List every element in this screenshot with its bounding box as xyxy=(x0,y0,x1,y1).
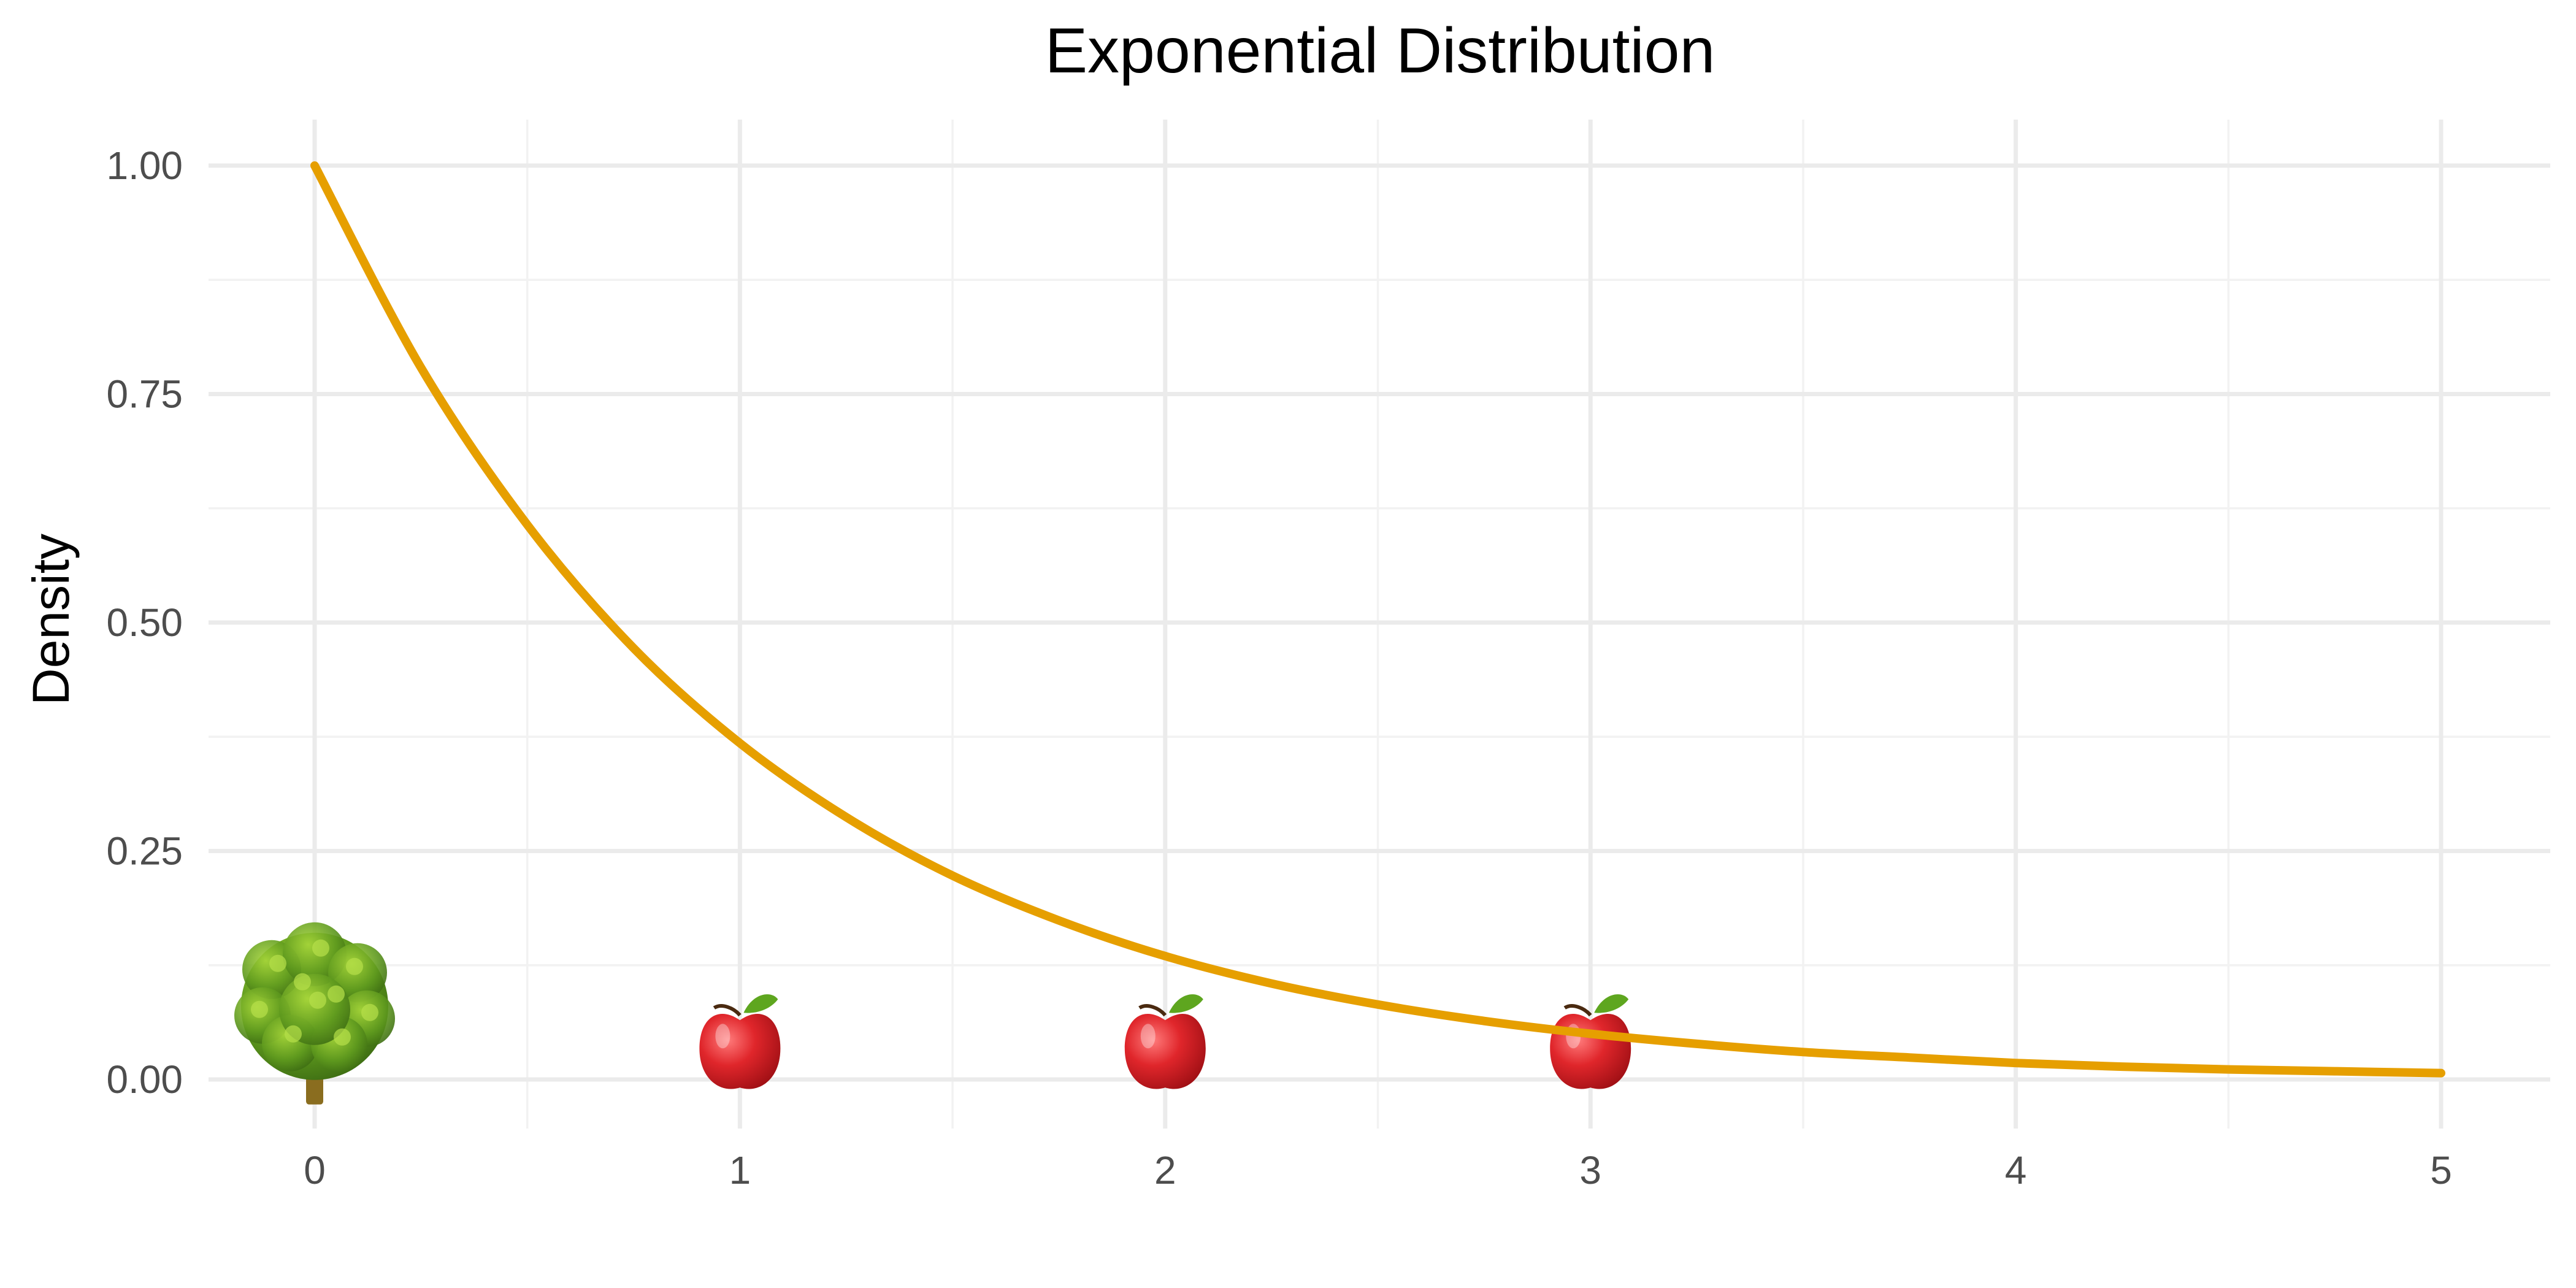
y-tick-label: 0.75 xyxy=(106,372,183,416)
x-tick-label: 3 xyxy=(1579,1148,1601,1192)
x-tick-label: 0 xyxy=(304,1148,326,1192)
apple-icon xyxy=(699,994,781,1089)
tick-labels: 0 1 2 3 4 5 0.00 0.25 0.50 0.75 1.00 xyxy=(106,144,2451,1192)
y-tick-label: 0.00 xyxy=(106,1057,183,1102)
y-tick-label: 0.50 xyxy=(106,600,183,645)
chart-title: Exponential Distribution xyxy=(1045,15,1715,86)
x-tick-label: 2 xyxy=(1154,1148,1176,1192)
x-tick-label: 5 xyxy=(2430,1148,2452,1192)
tree-icon xyxy=(234,922,395,1105)
apple-icon xyxy=(1124,994,1206,1089)
y-axis-label: Density xyxy=(22,534,80,705)
x-tick-label: 1 xyxy=(729,1148,751,1192)
major-gridlines xyxy=(209,120,2550,1129)
x-tick-label: 4 xyxy=(2005,1148,2027,1192)
markers xyxy=(234,922,1631,1105)
y-tick-label: 1.00 xyxy=(106,144,183,188)
y-tick-label: 0.25 xyxy=(106,829,183,873)
density-curve xyxy=(310,161,2445,1078)
